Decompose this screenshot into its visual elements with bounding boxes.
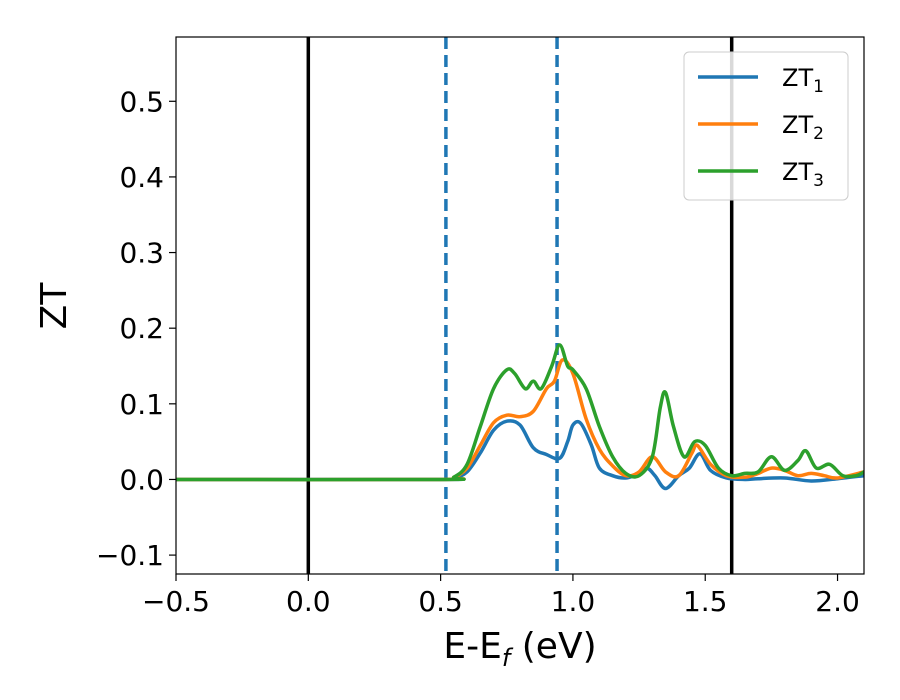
y-tick-label: 0.5 xyxy=(119,85,164,118)
series-line-3 xyxy=(176,343,864,482)
x-tick-label: −0.5 xyxy=(142,585,210,618)
x-tick-label: 1.5 xyxy=(683,585,728,618)
x-axis-label: E-Ef (eV) xyxy=(443,626,596,672)
legend-box xyxy=(683,51,849,201)
x-tick-label: 0.5 xyxy=(418,585,463,618)
series-layer xyxy=(176,343,864,491)
series-line-2 xyxy=(176,358,864,482)
x-axis: −0.5 0.0 0.5 1.0 1.5 2.0 xyxy=(142,574,860,618)
x-tick-label: 1.0 xyxy=(551,585,596,618)
x-tick-label: 2.0 xyxy=(815,585,860,618)
x-axis-label-unit: (eV) xyxy=(510,626,596,667)
y-tick-label: 0.4 xyxy=(119,161,164,194)
y-tick-label: −0.1 xyxy=(96,539,164,572)
plot-frame xyxy=(175,36,865,575)
x-axis-label-main: E-E xyxy=(443,626,501,667)
y-tick-label: 0.3 xyxy=(119,237,164,270)
legend-label-3: ZT3 xyxy=(782,158,824,191)
legend-label-2: ZT2 xyxy=(782,111,824,144)
y-tick-label: 0.2 xyxy=(119,312,164,345)
y-axis: −0.1 0.0 0.1 0.2 0.3 0.4 0.5 xyxy=(96,85,176,572)
y-tick-label: 0.0 xyxy=(119,463,164,496)
y-axis-label: ZT xyxy=(34,282,75,330)
series-line-1 xyxy=(176,419,864,491)
reference-lines xyxy=(306,37,734,574)
x-tick-label: 0.0 xyxy=(286,585,331,618)
legend-label-1: ZT1 xyxy=(782,64,824,97)
y-tick-label: 0.1 xyxy=(119,388,164,421)
legend: ZT1 ZT2 ZT3 xyxy=(683,51,849,201)
